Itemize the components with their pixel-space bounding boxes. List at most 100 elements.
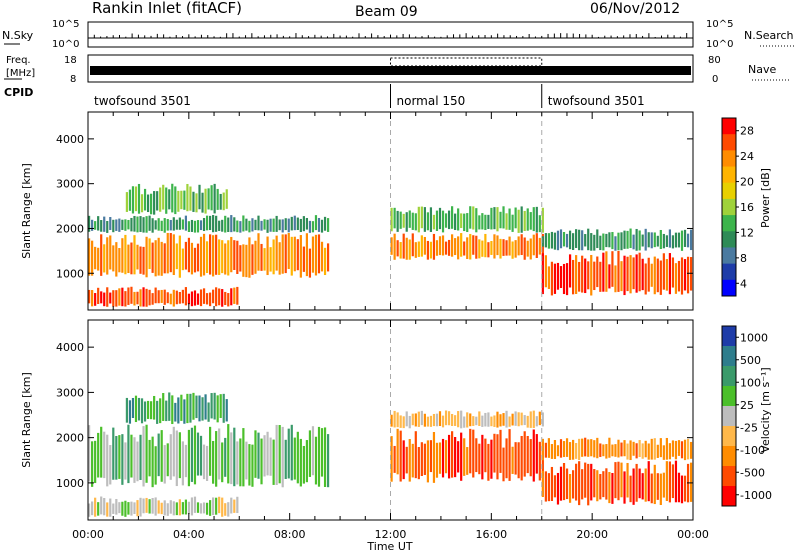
data-stripe — [193, 496, 197, 513]
data-stripe — [620, 462, 623, 498]
data-stripe — [97, 287, 100, 305]
data-stripe — [686, 438, 690, 460]
data-stripe — [599, 443, 602, 457]
data-stripe — [617, 250, 620, 292]
data-stripe — [142, 287, 145, 307]
data-stripe — [469, 428, 472, 474]
data-stripe — [671, 257, 675, 288]
data-stripe — [505, 438, 508, 479]
data-stripe — [130, 501, 133, 516]
freq-trace — [90, 57, 691, 75]
data-stripe — [278, 242, 281, 275]
data-stripe — [118, 435, 121, 479]
data-stripe — [599, 261, 602, 292]
data-stripe — [650, 438, 653, 460]
data-stripe — [532, 429, 535, 482]
data-stripe — [305, 217, 308, 230]
data-stripe — [602, 471, 605, 498]
data-stripe — [665, 437, 668, 460]
data-stripe — [181, 502, 184, 515]
data-stripe — [302, 445, 305, 484]
data-stripe — [154, 446, 157, 485]
data-stripe — [198, 184, 201, 210]
colorbar-frame — [721, 325, 737, 507]
data-stripe — [562, 441, 566, 458]
data-stripe — [481, 434, 484, 480]
data-stripe — [204, 188, 207, 214]
data-stripe — [472, 206, 475, 230]
data-stripe — [393, 445, 396, 473]
data-stripe — [417, 206, 420, 233]
data-stripe — [454, 238, 457, 256]
data-stripe — [169, 500, 172, 514]
data-stripe — [145, 288, 148, 307]
data-stripe — [460, 213, 463, 229]
data-stripe — [402, 440, 405, 480]
data-stripe — [157, 500, 160, 514]
data-stripe — [451, 206, 454, 229]
data-stripe — [207, 188, 210, 210]
data-stripe — [644, 263, 647, 295]
data-stripe — [221, 240, 224, 274]
data-stripe — [193, 247, 197, 273]
data-stripe — [408, 439, 411, 482]
data-stripe — [272, 218, 275, 232]
data-stripe — [269, 247, 272, 272]
data-stripe — [517, 209, 520, 233]
data-stripe — [172, 501, 175, 516]
data-stripe — [311, 426, 315, 476]
data-stripe — [517, 412, 520, 427]
data-stripe — [177, 190, 180, 212]
data-stripe — [499, 429, 502, 473]
data-stripe — [508, 236, 511, 256]
data-stripe — [124, 234, 127, 275]
data-stripe — [429, 241, 433, 259]
beam-title: Beam 09 — [355, 4, 418, 20]
data-stripe — [538, 411, 541, 426]
data-stripe — [602, 233, 605, 251]
data-stripe — [133, 437, 136, 483]
data-stripe — [196, 243, 200, 272]
colorbar-tick-label: 100 — [740, 376, 761, 389]
data-stripe — [529, 439, 532, 477]
colorbar-swatch — [722, 231, 736, 248]
data-stripe — [221, 289, 224, 307]
data-stripe — [620, 442, 623, 457]
data-stripe — [166, 503, 169, 516]
velocity-data — [88, 392, 693, 517]
data-stripe — [184, 241, 187, 270]
data-stripe — [614, 462, 617, 499]
data-stripe — [478, 239, 481, 259]
data-stripe — [689, 257, 693, 291]
data-stripe — [124, 500, 127, 517]
data-stripe — [151, 498, 154, 514]
data-stripe — [146, 400, 150, 419]
data-stripe — [541, 438, 544, 461]
data-stripe — [157, 433, 160, 477]
freq-tick-bottom: 8 — [70, 74, 76, 85]
cpid-segments: twofsound 3501 normal 150 twofsound 3501 — [94, 84, 645, 108]
data-stripe — [499, 414, 502, 427]
data-stripe — [109, 217, 112, 230]
data-stripe — [426, 212, 429, 231]
data-stripe — [484, 233, 487, 258]
data-stripe — [454, 213, 457, 231]
data-stripe — [581, 469, 584, 500]
data-stripe — [575, 229, 578, 248]
data-stripe — [323, 216, 327, 231]
data-stripe — [638, 252, 641, 292]
data-stripe — [553, 440, 557, 460]
data-stripe — [160, 289, 163, 303]
data-stripe — [572, 470, 575, 499]
data-stripe — [196, 502, 200, 513]
data-stripe — [683, 229, 687, 247]
data-stripe — [210, 185, 213, 211]
data-stripe — [617, 232, 620, 251]
data-stripe — [172, 217, 175, 231]
data-stripe — [587, 261, 590, 290]
data-stripe — [281, 234, 284, 274]
data-stripe — [230, 236, 233, 273]
data-stripe — [216, 395, 219, 423]
data-stripe — [212, 235, 215, 277]
data-stripe — [668, 229, 671, 248]
